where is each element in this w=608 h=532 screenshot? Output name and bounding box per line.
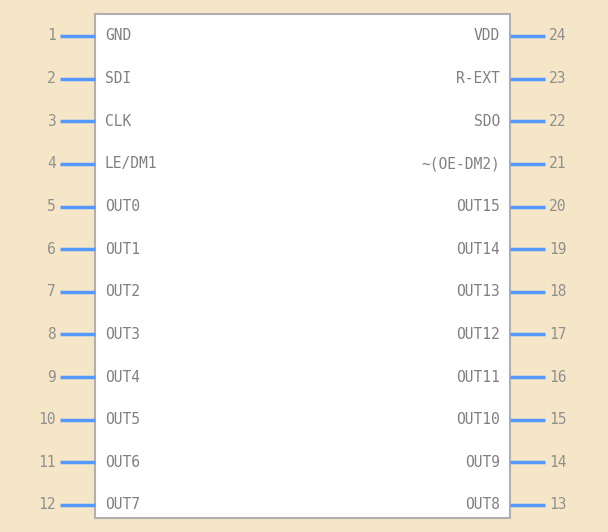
Text: SDO: SDO bbox=[474, 114, 500, 129]
Text: OUT10: OUT10 bbox=[456, 412, 500, 427]
Text: LE/DM1: LE/DM1 bbox=[105, 156, 157, 171]
Text: ~(OE-DM2): ~(OE-DM2) bbox=[421, 156, 500, 171]
Text: 14: 14 bbox=[549, 455, 567, 470]
Text: 4: 4 bbox=[47, 156, 56, 171]
Text: 9: 9 bbox=[47, 370, 56, 385]
Text: OUT12: OUT12 bbox=[456, 327, 500, 342]
Text: OUT2: OUT2 bbox=[105, 284, 140, 300]
Text: R-EXT: R-EXT bbox=[456, 71, 500, 86]
Text: 19: 19 bbox=[549, 242, 567, 256]
Text: OUT13: OUT13 bbox=[456, 284, 500, 300]
Text: 12: 12 bbox=[38, 497, 56, 512]
Text: 6: 6 bbox=[47, 242, 56, 256]
Text: OUT9: OUT9 bbox=[465, 455, 500, 470]
Text: OUT4: OUT4 bbox=[105, 370, 140, 385]
Text: OUT1: OUT1 bbox=[105, 242, 140, 256]
Text: OUT3: OUT3 bbox=[105, 327, 140, 342]
Text: 13: 13 bbox=[549, 497, 567, 512]
Text: 7: 7 bbox=[47, 284, 56, 300]
Text: OUT11: OUT11 bbox=[456, 370, 500, 385]
Text: 22: 22 bbox=[549, 114, 567, 129]
Text: OUT0: OUT0 bbox=[105, 199, 140, 214]
Text: 20: 20 bbox=[549, 199, 567, 214]
Text: 2: 2 bbox=[47, 71, 56, 86]
Text: 8: 8 bbox=[47, 327, 56, 342]
Text: VDD: VDD bbox=[474, 29, 500, 44]
Text: OUT8: OUT8 bbox=[465, 497, 500, 512]
Text: OUT14: OUT14 bbox=[456, 242, 500, 256]
Text: OUT15: OUT15 bbox=[456, 199, 500, 214]
Text: 1: 1 bbox=[47, 29, 56, 44]
Text: OUT7: OUT7 bbox=[105, 497, 140, 512]
Text: 11: 11 bbox=[38, 455, 56, 470]
Bar bbox=[95, 14, 510, 518]
Text: 3: 3 bbox=[47, 114, 56, 129]
Text: 23: 23 bbox=[549, 71, 567, 86]
Text: OUT6: OUT6 bbox=[105, 455, 140, 470]
Text: OUT5: OUT5 bbox=[105, 412, 140, 427]
Text: CLK: CLK bbox=[105, 114, 131, 129]
Text: GND: GND bbox=[105, 29, 131, 44]
Text: 16: 16 bbox=[549, 370, 567, 385]
Text: 15: 15 bbox=[549, 412, 567, 427]
Text: 18: 18 bbox=[549, 284, 567, 300]
Text: 10: 10 bbox=[38, 412, 56, 427]
Text: 24: 24 bbox=[549, 29, 567, 44]
Text: SDI: SDI bbox=[105, 71, 131, 86]
Text: 5: 5 bbox=[47, 199, 56, 214]
Text: 21: 21 bbox=[549, 156, 567, 171]
Text: 17: 17 bbox=[549, 327, 567, 342]
